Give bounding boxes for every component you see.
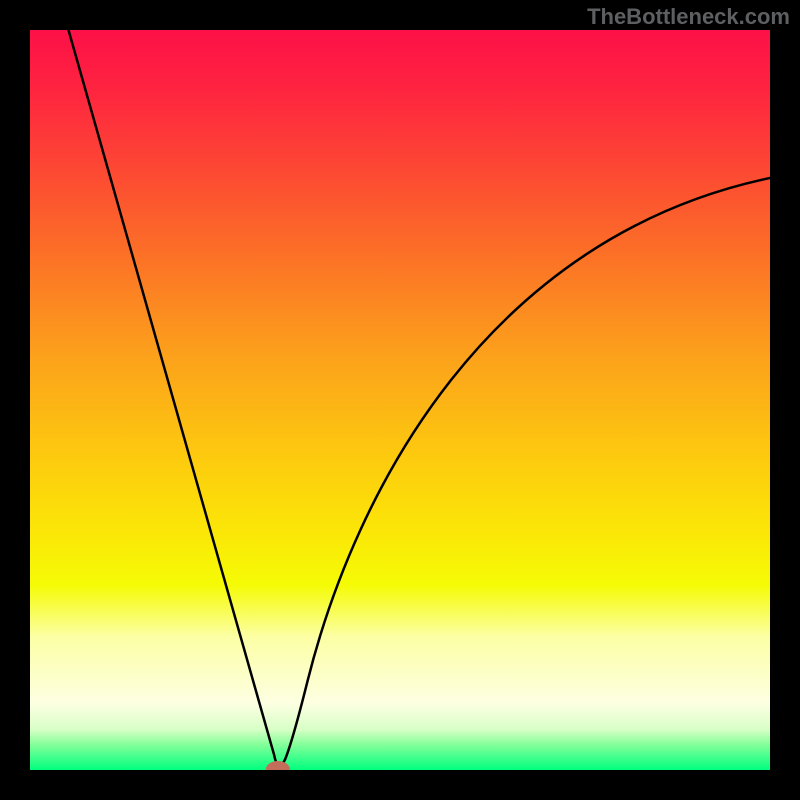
watermark-text: TheBottleneck.com — [587, 4, 790, 30]
plot-background — [30, 30, 770, 770]
chart-container: TheBottleneck.com — [0, 0, 800, 800]
bottleneck-chart — [0, 0, 800, 800]
